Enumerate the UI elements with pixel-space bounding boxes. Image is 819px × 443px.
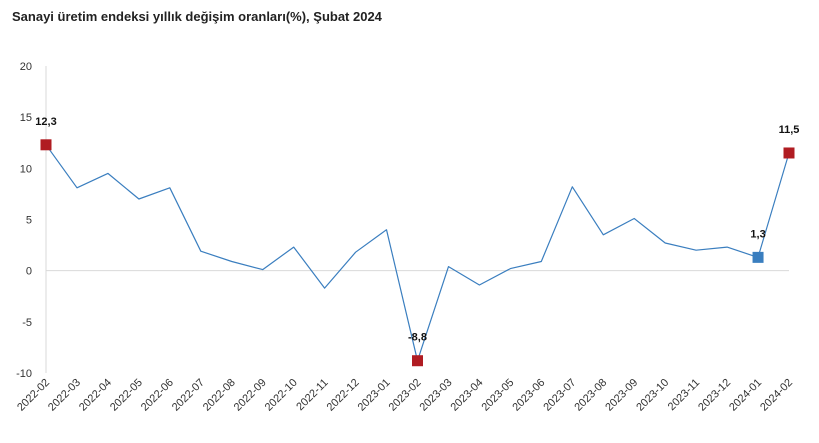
- x-tick-label: 2022-04: [77, 377, 114, 414]
- x-tick-label: 2023-11: [666, 377, 702, 413]
- y-tick-label: 0: [26, 266, 32, 278]
- data-label: 12,3: [35, 116, 56, 128]
- x-tick-label: 2022-03: [46, 377, 83, 414]
- x-tick-label: 2023-01: [356, 377, 393, 414]
- x-tick-label: 2023-02: [387, 377, 424, 414]
- y-tick-label: 15: [20, 112, 32, 124]
- x-tick-label: 2024-02: [758, 377, 795, 414]
- data-point-marker: [783, 147, 795, 159]
- x-tick-label: 2022-05: [108, 377, 145, 414]
- x-tick-label: 2022-07: [170, 377, 207, 414]
- data-label: 1,3: [750, 228, 765, 240]
- x-tick-label: 2022-11: [294, 377, 330, 413]
- y-tick-label: 5: [26, 215, 32, 227]
- data-point-marker: [412, 355, 423, 367]
- x-tick-label: 2022-06: [139, 377, 176, 414]
- y-tick-label: 10: [20, 163, 32, 175]
- data-point-marker: [752, 251, 764, 263]
- series-line: [45, 144, 790, 362]
- chart-title: Sanayi üretim endeksi yıllık değişim ora…: [12, 9, 382, 24]
- x-tick-label: 2022-09: [232, 377, 269, 414]
- x-tick-label: 2023-08: [572, 377, 609, 414]
- x-tick-label: 2023-05: [479, 377, 516, 414]
- x-tick-label: 2023-09: [603, 377, 640, 414]
- y-tick-label: -10: [16, 368, 32, 380]
- x-tick-label: 2023-03: [418, 377, 455, 414]
- x-tick-label: 2022-08: [201, 377, 238, 414]
- y-tick-label: 20: [20, 61, 32, 73]
- x-tick-label: 2022-02: [15, 377, 52, 414]
- x-tick-label: 2023-10: [634, 377, 671, 414]
- x-tick-label: 2024-01: [727, 377, 764, 414]
- data-label: -8,8: [408, 332, 427, 344]
- x-tick-label: 2023-06: [510, 377, 547, 414]
- x-tick-label: 2022-10: [263, 377, 300, 414]
- data-point-marker: [40, 139, 52, 151]
- x-tick-label: 2023-04: [449, 377, 486, 414]
- data-label: 11,5: [779, 124, 800, 136]
- x-tick-label: 2023-07: [541, 377, 578, 414]
- x-tick-label: 2023-12: [696, 377, 733, 414]
- x-tick-label: 2022-12: [325, 377, 362, 414]
- y-tick-label: -5: [22, 317, 32, 329]
